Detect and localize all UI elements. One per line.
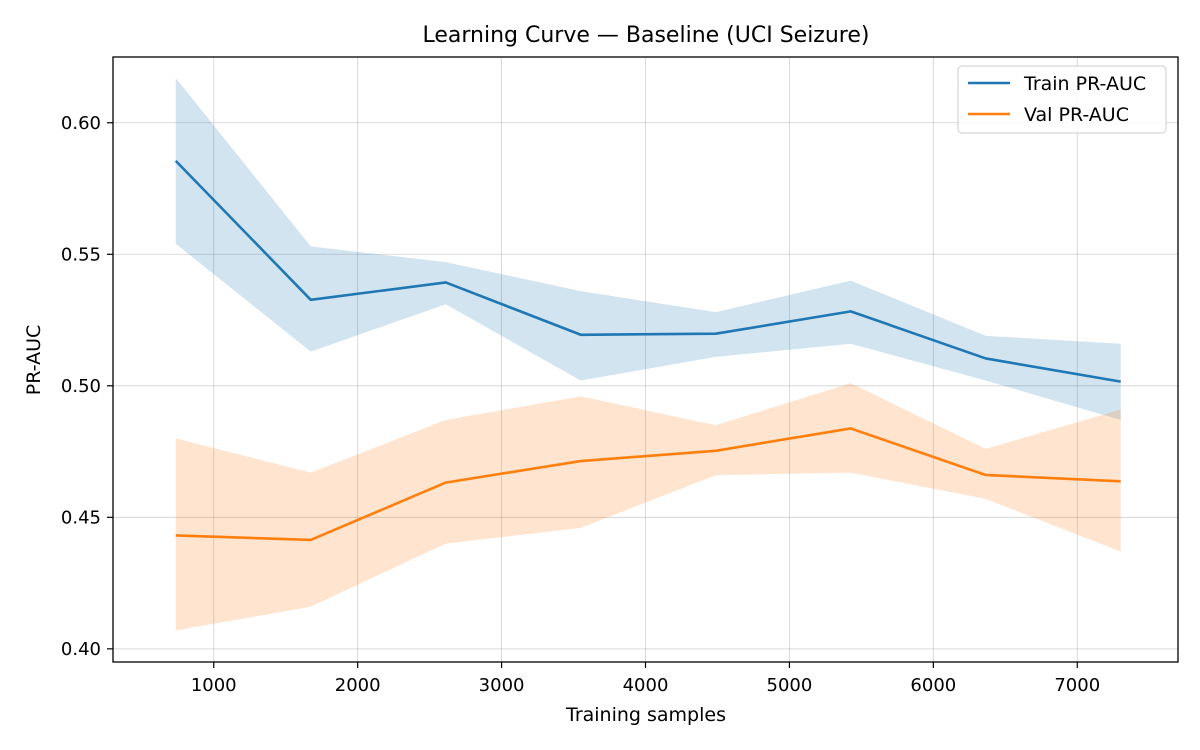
x-tick-label: 1000 bbox=[191, 675, 237, 696]
chart-title: Learning Curve — Baseline (UCI Seizure) bbox=[423, 23, 870, 48]
x-tick-label: 5000 bbox=[767, 675, 813, 696]
legend-label-val: Val PR-AUC bbox=[1024, 104, 1129, 126]
x-tick-label: 7000 bbox=[1054, 675, 1100, 696]
y-tick-label: 0.60 bbox=[61, 113, 101, 134]
band-train bbox=[175, 78, 1121, 420]
y-axis-ticks: 0.40 0.45 0.50 0.55 0.60 bbox=[61, 113, 113, 660]
gridlines bbox=[113, 57, 1178, 662]
confidence-bands bbox=[175, 78, 1121, 631]
y-tick-label: 0.55 bbox=[61, 244, 101, 265]
series-lines bbox=[174, 159, 1121, 542]
y-tick-label: 0.45 bbox=[61, 507, 101, 528]
y-axis-label: PR-AUC bbox=[23, 325, 45, 396]
y-tick-label: 0.50 bbox=[61, 376, 101, 397]
x-tick-label: 2000 bbox=[335, 675, 381, 696]
legend: Train PR-AUC Val PR-AUC bbox=[957, 65, 1167, 134]
x-tick-label: 3000 bbox=[479, 675, 525, 696]
x-tick-label: 4000 bbox=[623, 675, 669, 696]
y-tick-label: 0.40 bbox=[61, 639, 101, 660]
legend-label-train: Train PR-AUC bbox=[1023, 73, 1146, 95]
x-axis-label: Training samples bbox=[565, 704, 726, 726]
x-tick-label: 6000 bbox=[910, 675, 956, 696]
x-axis-ticks: 1000 2000 3000 4000 5000 6000 7000 bbox=[191, 662, 1100, 696]
band-val bbox=[175, 383, 1121, 631]
line-val bbox=[175, 427, 1121, 542]
line-train bbox=[174, 159, 1121, 383]
